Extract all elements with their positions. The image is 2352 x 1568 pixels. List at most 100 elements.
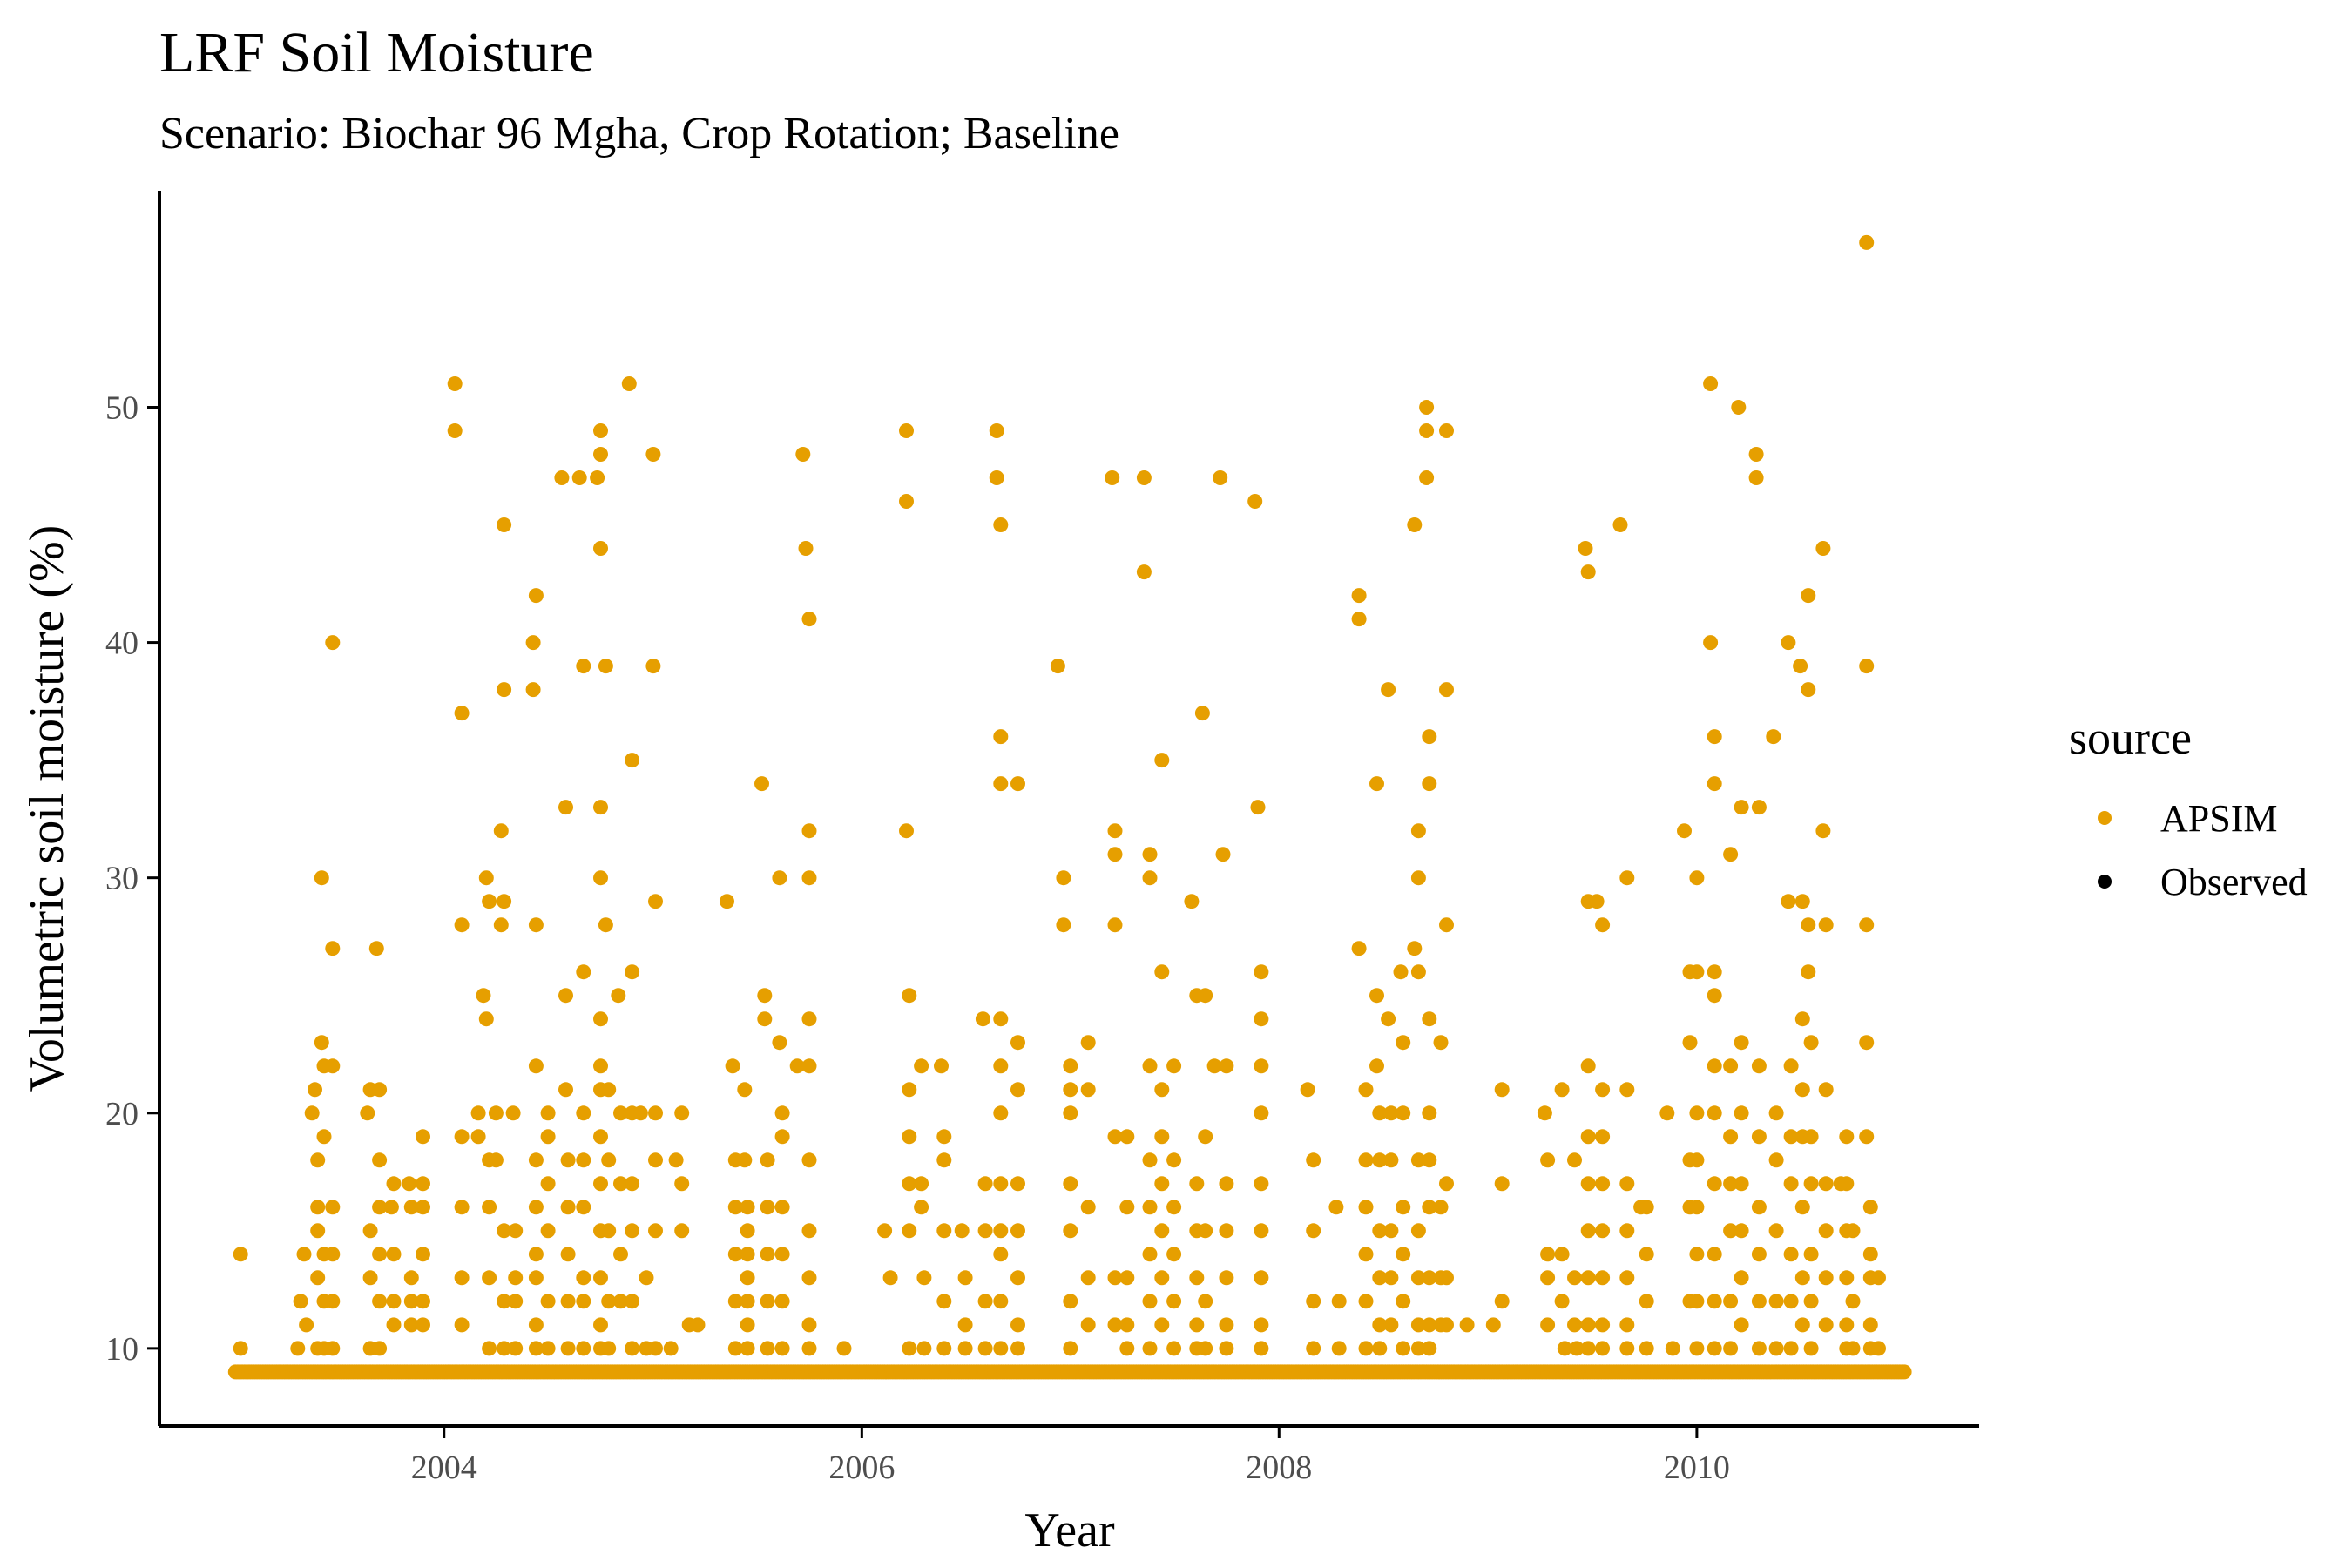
- data-point: [1459, 1317, 1475, 1333]
- data-point: [774, 1341, 790, 1356]
- data-point: [454, 1270, 470, 1286]
- data-point: [1723, 847, 1739, 862]
- data-point: [1580, 1223, 1596, 1239]
- data-point: [525, 682, 541, 698]
- data-point: [639, 1270, 654, 1286]
- data-point: [1794, 1082, 1810, 1098]
- data-point: [1748, 470, 1764, 485]
- y-tick-label: 20: [105, 1096, 139, 1132]
- data-point: [1794, 1270, 1810, 1286]
- data-point: [1439, 917, 1454, 933]
- data-point: [540, 1105, 556, 1121]
- data-point: [1783, 1129, 1799, 1145]
- data-point: [774, 1105, 790, 1121]
- data-point: [899, 823, 914, 839]
- data-point: [740, 1270, 755, 1286]
- data-point: [625, 1341, 640, 1356]
- data-point: [1407, 941, 1423, 956]
- data-point: [1639, 1294, 1654, 1309]
- data-point: [993, 1341, 1009, 1356]
- legend-key-apsim: [2098, 811, 2112, 825]
- data-point: [1063, 1082, 1078, 1098]
- y-axis-title: Volumetric soil moisture (%): [20, 525, 74, 1092]
- data-point: [1136, 564, 1152, 580]
- data-point: [1859, 917, 1875, 933]
- data-point: [1358, 1152, 1374, 1168]
- data-point: [1351, 941, 1367, 956]
- data-point: [540, 1294, 556, 1309]
- data-point: [760, 1152, 775, 1168]
- data-point: [362, 1270, 378, 1286]
- data-point: [508, 1341, 524, 1356]
- data-point: [1689, 1247, 1705, 1262]
- data-point: [482, 1341, 497, 1356]
- data-point: [1768, 1152, 1784, 1168]
- data-point: [416, 1176, 430, 1192]
- data-point: [508, 1294, 524, 1309]
- data-point: [760, 1200, 775, 1215]
- data-point: [934, 1058, 949, 1074]
- data-point: [760, 1247, 775, 1262]
- data-point: [1781, 635, 1796, 651]
- data-point: [528, 1317, 544, 1333]
- data-point: [403, 1200, 419, 1215]
- data-point: [601, 1294, 617, 1309]
- data-point: [454, 1317, 470, 1333]
- data-point: [1783, 1058, 1799, 1074]
- data-point: [1154, 1223, 1170, 1239]
- data-point: [1734, 800, 1749, 815]
- data-point: [508, 1223, 524, 1239]
- data-point: [674, 1176, 690, 1192]
- data-point: [993, 1105, 1009, 1121]
- data-point: [1219, 1176, 1234, 1192]
- data-point: [601, 1341, 617, 1356]
- data-point: [1794, 1317, 1810, 1333]
- data-point: [1801, 682, 1816, 698]
- data-point: [1422, 1152, 1437, 1168]
- data-point: [1859, 234, 1875, 250]
- data-point: [1659, 1105, 1675, 1121]
- data-point: [648, 1152, 663, 1168]
- data-point: [1383, 1223, 1399, 1239]
- data-point: [795, 447, 811, 462]
- data-point: [1383, 1105, 1399, 1121]
- data-point: [625, 964, 640, 980]
- data-point: [1595, 1223, 1611, 1239]
- data-point: [1803, 1129, 1819, 1145]
- data-point: [1381, 1011, 1396, 1027]
- data-point: [993, 1294, 1009, 1309]
- data-point: [1254, 1176, 1269, 1192]
- data-point: [902, 1082, 917, 1098]
- data-point: [528, 1247, 544, 1262]
- data-point: [1306, 1341, 1321, 1356]
- data-point: [1433, 1035, 1449, 1051]
- data-point: [1219, 1058, 1234, 1074]
- data-point: [1439, 1317, 1454, 1333]
- data-point: [1080, 1035, 1096, 1051]
- data-point: [690, 1317, 706, 1333]
- data-point: [1783, 1341, 1799, 1356]
- data-point: [993, 1223, 1009, 1239]
- data-point: [801, 612, 817, 627]
- data-point: [1595, 1082, 1611, 1098]
- legend-label-observed: Observed: [2160, 861, 2308, 903]
- data-point: [1063, 1294, 1078, 1309]
- data-point: [1839, 1270, 1855, 1286]
- data-point: [1215, 847, 1231, 862]
- data-point: [1580, 1341, 1596, 1356]
- data-point: [1751, 1058, 1767, 1074]
- data-point: [1010, 1035, 1025, 1051]
- data-point: [470, 1105, 486, 1121]
- data-point: [1107, 1317, 1123, 1333]
- data-point: [1154, 753, 1170, 768]
- data-point: [1372, 1152, 1388, 1168]
- data-point: [1665, 1341, 1680, 1356]
- data-point: [478, 1011, 494, 1027]
- data-point: [1142, 1200, 1158, 1215]
- data-point: [1010, 1176, 1025, 1192]
- data-point: [558, 1082, 573, 1098]
- data-point: [576, 1270, 591, 1286]
- data-point: [1419, 423, 1435, 438]
- data-point: [416, 1129, 430, 1145]
- data-point: [372, 1200, 388, 1215]
